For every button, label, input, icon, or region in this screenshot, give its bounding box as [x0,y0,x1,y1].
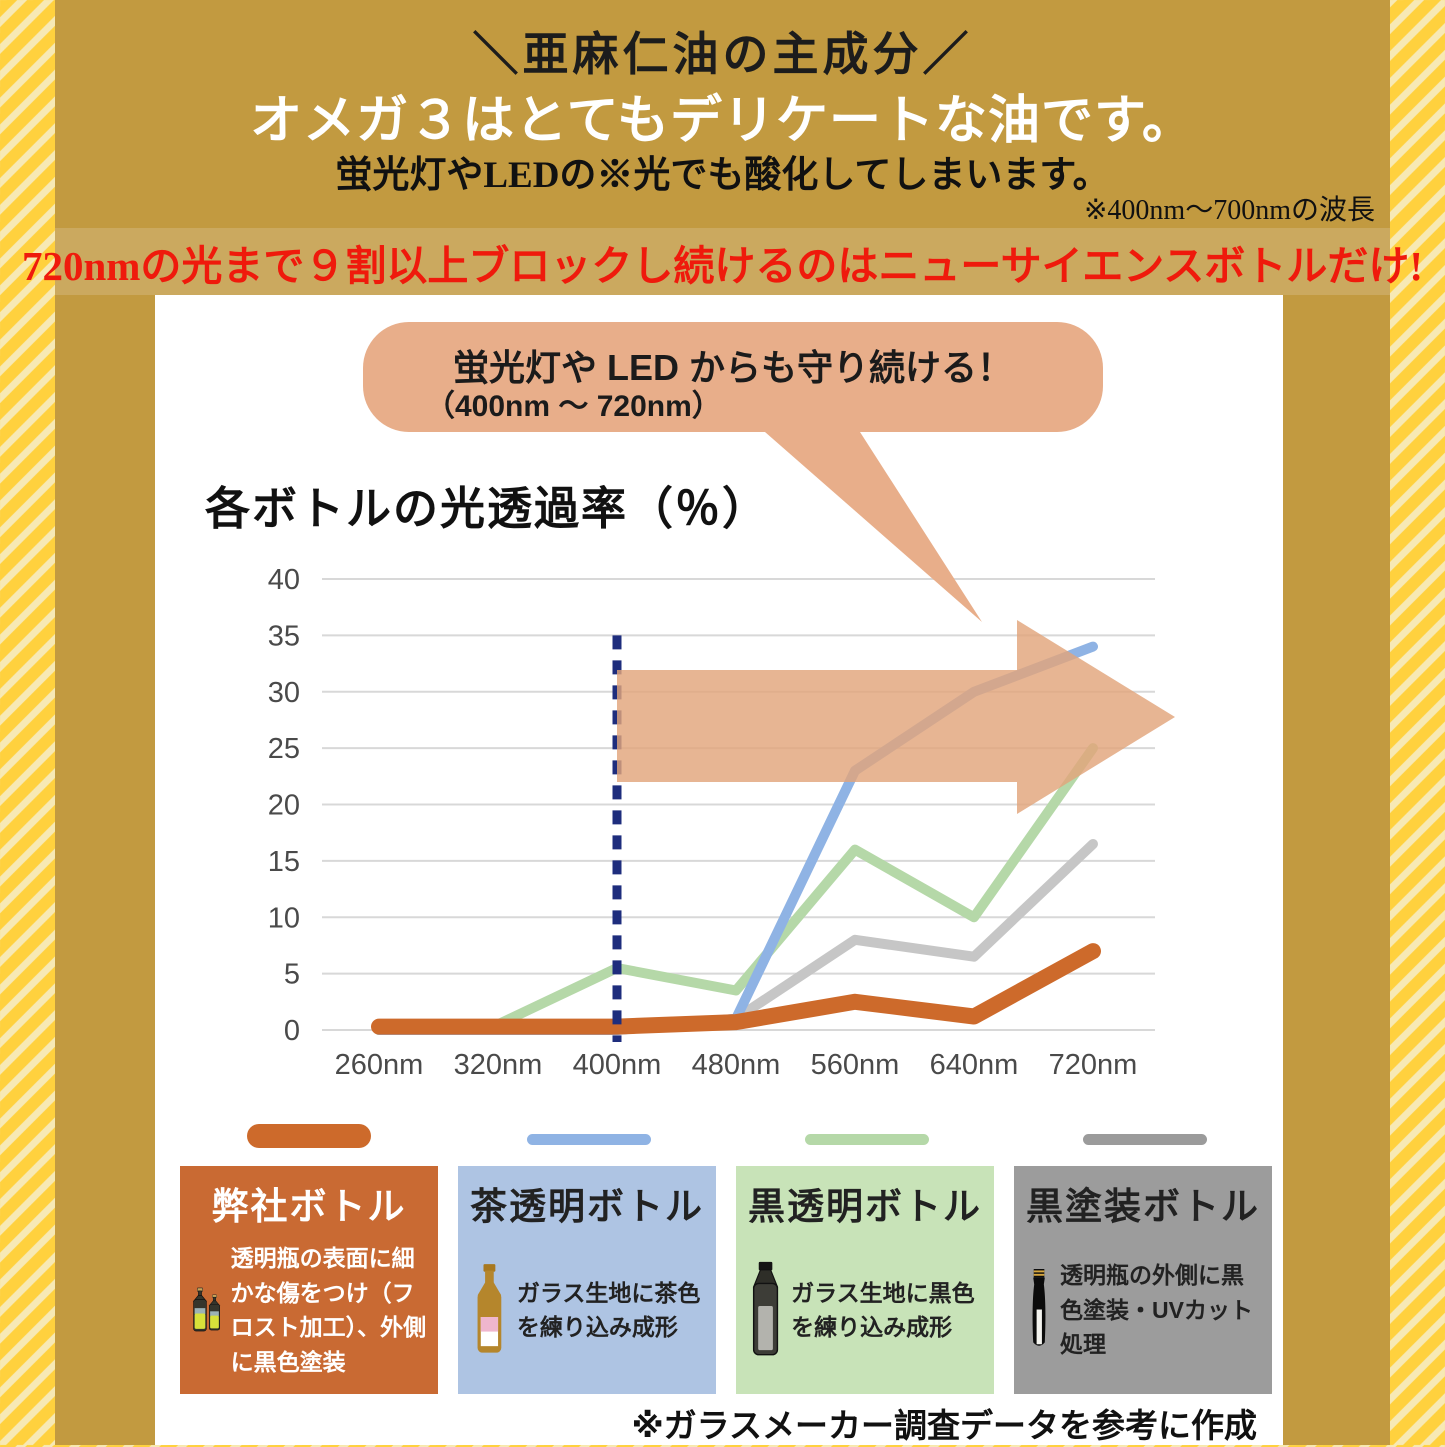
y-tick-label: 40 [268,564,300,596]
y-tick-label: 10 [268,902,300,934]
card-title: 黒塗装ボトル [1026,1186,1260,1227]
x-tick-label: 320nm [454,1049,543,1081]
highlight-banner: 720nmの光まで９割以上ブロックし続けるのはニューサイエンスボトルだけ! [22,228,1423,295]
black-paint-bottle-icon [1032,1269,1046,1346]
card-description: 透明瓶の表面に細かな傷をつけ（フロスト加工）、外側に黒色塗装 [230,1245,427,1375]
card-description: 透明瓶の外側に黒色塗装・UVカット処理 [1060,1262,1253,1358]
y-tick-label: 20 [268,790,300,822]
series-0 [371,943,1101,1035]
chart-title: 各ボトルの光透過率（％） [205,483,770,534]
card-black-paint-bottle: 黒塗装ボトル 透明瓶の外側に黒色塗装・UVカット処理 [1014,1166,1272,1394]
card-our-bottle: 弊社ボトル 透 [180,1166,438,1394]
card-title: 弊社ボトル [211,1186,407,1227]
card-description: ガラス生地に黒色を練り込み成形 [791,1279,975,1341]
highlight-banner-text: 720nmの光まで９割以上ブロックし続けるのはニューサイエンスボトルだけ! [21,242,1424,289]
header-tagline: ＼亜麻仁油の主成分／ [472,28,973,80]
card-description: ガラス生地に茶色を練り込み成形 [516,1279,701,1341]
legend-swatch-brown-clear-bottle [527,1134,651,1145]
y-tick-label: 5 [284,959,300,991]
page-title: オメガ３はとてもデリケートな油です。 [250,92,1195,150]
light-transmittance-line-chart: 0 5 10 15 20 25 30 35 40 260nm 320nm 400nm 480nm 560n… [268,564,1175,1081]
x-tick-label: 640nm [930,1049,1019,1081]
brown-bottle-icon [477,1264,502,1353]
y-tick-label: 30 [268,677,300,709]
bottle-cards: 弊社ボトル 透 [180,1166,1272,1394]
card-brown-clear-bottle: 茶透明ボトル ガラス生地に茶色を練り込み成形 [458,1166,716,1394]
header-subtitle: 蛍光灯やLEDの※光でも酸化してしまいます。 [335,155,1110,196]
x-tick-label: 260nm [335,1049,424,1081]
black-clear-bottle-icon [752,1261,779,1356]
x-tick-label: 480nm [692,1049,781,1081]
speech-bubble-line1: 蛍光灯や LED からも守り続ける！ [452,347,1013,388]
legend-swatch-black-paint-bottle [1083,1134,1207,1145]
source-note: ※ガラスメーカー調査データを参考に作成 [631,1407,1257,1444]
two-bottles-icon [192,1287,221,1332]
series-2 [374,743,1098,1035]
speech-bubble: 蛍光灯や LED からも守り続ける！ （400nm ～ 720nm） [363,322,1103,432]
card-black-clear-bottle: 黒透明ボトル ガラス生地に黒色を練り込み成形 [736,1166,994,1394]
card-title: 茶透明ボトル [470,1186,704,1227]
y-tick-label: 0 [284,1015,300,1047]
x-tick-label: 720nm [1049,1049,1138,1081]
y-tick-label: 35 [268,620,300,652]
x-tick-label: 400nm [573,1049,662,1081]
speech-bubble-line2: （400nm ～ 720nm） [425,390,722,423]
x-tick-label: 560nm [811,1049,900,1081]
blocked-range-arrow [617,620,1175,814]
legend-swatch-black-clear-bottle [805,1134,929,1145]
legend-swatch-our-bottle [247,1124,371,1148]
y-tick-label: 25 [268,733,300,765]
speech-bubble-tail [765,432,982,622]
card-title: 黒透明ボトル [748,1186,982,1227]
y-tick-label: 15 [268,846,300,878]
wavelength-note: ※400nm〜700nmの波長 [1083,195,1375,226]
